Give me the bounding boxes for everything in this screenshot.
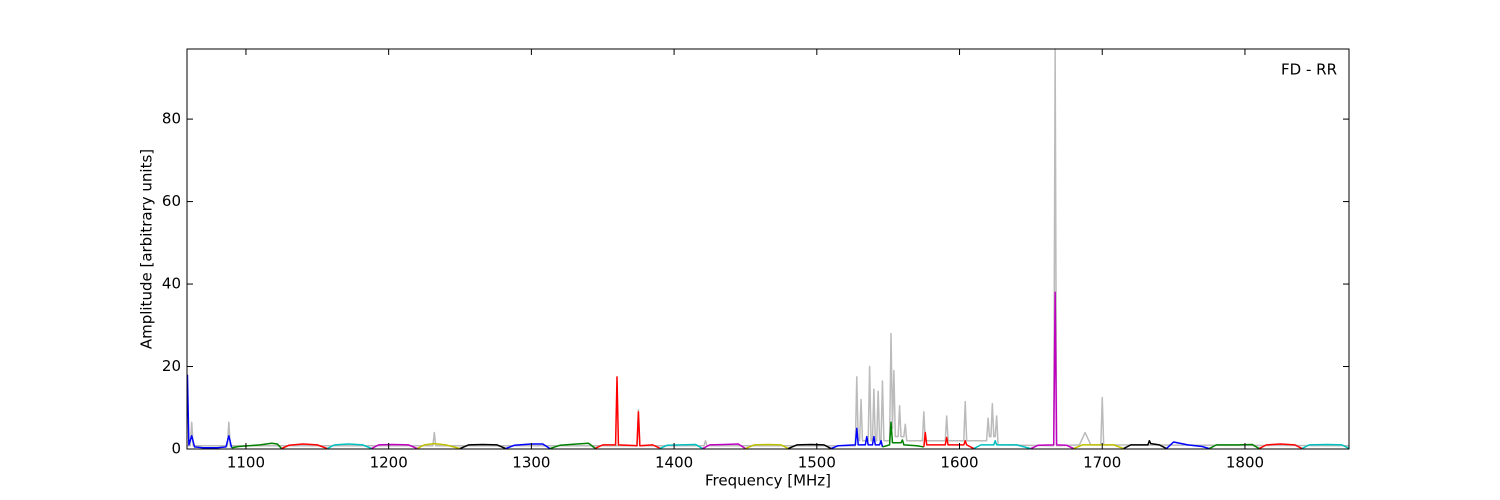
annotation: FD - RR — [1281, 61, 1337, 79]
y-tick-label: 60 — [162, 192, 181, 210]
x-tick-label: 1800 — [1226, 454, 1264, 472]
spectrum-line — [1258, 443, 1303, 450]
spectrum-line — [830, 427, 884, 450]
y-tick-label: 40 — [162, 275, 181, 293]
spectrum-line — [281, 443, 328, 450]
y-tick-label: 20 — [162, 357, 181, 375]
spectrum-line — [371, 443, 418, 450]
spectrum-line — [326, 443, 372, 450]
y-axis-label: Amplitude [arbitrary units] — [138, 149, 156, 349]
x-tick-label: 1700 — [1083, 454, 1121, 472]
spectrum-line — [595, 376, 661, 449]
spectrum-line — [1165, 441, 1210, 450]
spectrum-line — [231, 442, 283, 450]
spectrum-line — [882, 421, 924, 448]
spectrum-line — [787, 443, 832, 450]
x-tick-label: 1400 — [655, 454, 693, 472]
spectrum-line — [745, 443, 789, 450]
spectrum-line — [187, 48, 1350, 447]
x-tick-label: 1600 — [940, 454, 978, 472]
x-tick-label: 1100 — [227, 454, 265, 472]
x-tick-label: 1500 — [798, 454, 836, 472]
spectrum-line — [659, 443, 704, 450]
spectrum-line — [1073, 444, 1124, 450]
x-tick-label: 1200 — [370, 454, 408, 472]
spectrum-line — [1123, 440, 1167, 450]
spectrum-line — [1301, 443, 1350, 450]
spectrum-line — [973, 440, 1032, 450]
spectrum-line — [923, 431, 975, 450]
spectrum-line — [549, 442, 597, 450]
x-axis-label: Frequency [MHz] — [705, 472, 831, 490]
y-tick-label: 0 — [171, 440, 181, 458]
spectrum-line — [416, 442, 461, 450]
spectrum-line — [702, 443, 746, 450]
spectrum-line — [186, 374, 233, 449]
x-tick-label: 1300 — [512, 454, 550, 472]
spectrum-line — [1030, 291, 1075, 450]
y-tick-label: 80 — [162, 110, 181, 128]
spectrum-line — [1208, 443, 1260, 450]
plot-frame — [186, 48, 1350, 450]
spectrum-line — [459, 443, 506, 450]
